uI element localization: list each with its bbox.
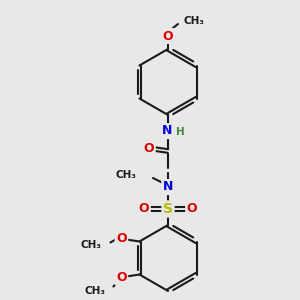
- Text: S: S: [163, 202, 173, 216]
- Text: CH₃: CH₃: [80, 239, 101, 250]
- Text: O: O: [187, 202, 197, 215]
- Text: O: O: [139, 202, 149, 215]
- Text: CH₃: CH₃: [116, 170, 137, 180]
- Text: N: N: [162, 124, 172, 137]
- Text: O: O: [116, 271, 127, 284]
- Text: O: O: [116, 232, 127, 245]
- Text: O: O: [163, 29, 173, 43]
- Text: O: O: [144, 142, 154, 155]
- Text: CH₃: CH₃: [184, 16, 205, 26]
- Text: H: H: [176, 127, 185, 137]
- Text: CH₃: CH₃: [84, 286, 105, 296]
- Text: N: N: [163, 181, 173, 194]
